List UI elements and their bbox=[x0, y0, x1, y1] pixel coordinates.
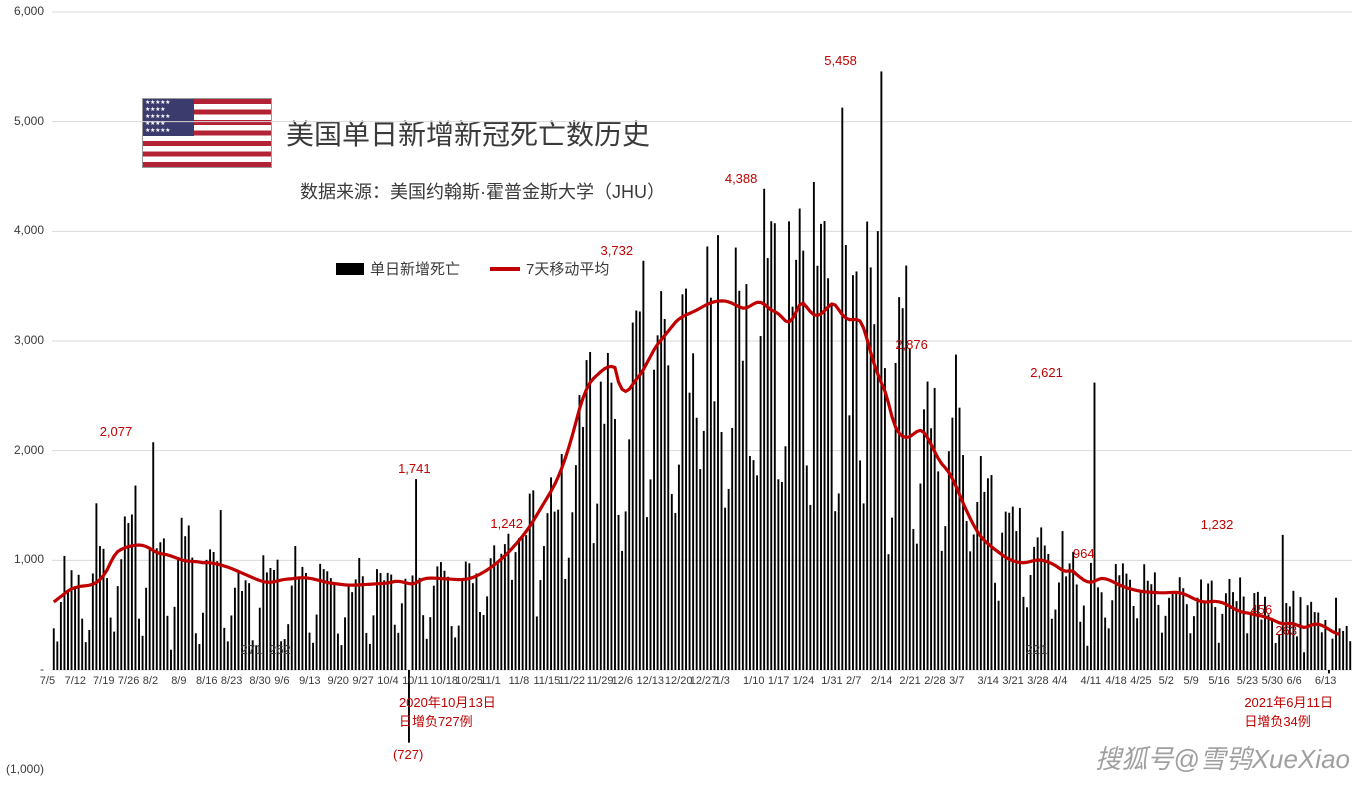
x-tick-label: 8/16 bbox=[196, 675, 217, 687]
y-tick-label: - bbox=[4, 662, 44, 676]
x-tick-label: 5/2 bbox=[1159, 675, 1174, 687]
x-tick-label: 2/7 bbox=[846, 675, 861, 687]
x-tick-label: 10/18 bbox=[430, 675, 458, 687]
x-tick-label: 12/20 bbox=[665, 675, 693, 687]
x-tick-label: 9/27 bbox=[352, 675, 373, 687]
peak-label: 964 bbox=[1073, 546, 1095, 561]
y-tick-label: 6,000 bbox=[4, 4, 44, 18]
x-tick-label: 8/2 bbox=[143, 675, 158, 687]
x-tick-label: 4/25 bbox=[1130, 675, 1151, 687]
y-tick-label: 1,000 bbox=[4, 552, 44, 566]
note-label: 2021年6月11日 日增负34例 bbox=[1244, 692, 1333, 730]
x-tick-label: 10/11 bbox=[402, 675, 429, 687]
peak-label: 2,621 bbox=[1030, 365, 1063, 380]
peak-label: 2,077 bbox=[100, 424, 133, 439]
x-tick-label: 3/14 bbox=[977, 675, 998, 687]
x-tick-label: 9/13 bbox=[299, 675, 320, 687]
x-tick-label: 2/14 bbox=[871, 675, 892, 687]
x-tick-label: 3/28 bbox=[1027, 675, 1048, 687]
x-tick-label: 11/29 bbox=[587, 675, 614, 687]
chart-svg bbox=[0, 0, 1366, 786]
x-tick-label: 11/22 bbox=[558, 675, 585, 687]
x-tick-label: 8/9 bbox=[171, 675, 186, 687]
x-tick-label: 4/11 bbox=[1080, 675, 1101, 687]
x-tick-label: 4/4 bbox=[1052, 675, 1067, 687]
peak-label: 2,876 bbox=[895, 337, 928, 352]
x-tick-label: 3/21 bbox=[1002, 675, 1023, 687]
x-tick-label: 11/15 bbox=[533, 675, 560, 687]
peak-label: 1,242 bbox=[490, 516, 523, 531]
x-tick-label: 2/28 bbox=[924, 675, 945, 687]
x-tick-label: 2/21 bbox=[899, 675, 920, 687]
chart-container: 美国单日新增新冠死亡数历史 数据来源：美国约翰斯·霍普金斯大学（JHU） 单日新… bbox=[0, 0, 1366, 786]
x-tick-label: 12/13 bbox=[636, 675, 664, 687]
x-tick-label: 4/18 bbox=[1105, 675, 1126, 687]
x-tick-label: 8/30 bbox=[249, 675, 270, 687]
y-tick-label: 4,000 bbox=[4, 223, 44, 237]
y-tick-label: 5,000 bbox=[4, 114, 44, 128]
below-label: 221 bbox=[1026, 642, 1048, 657]
x-tick-label: 5/30 bbox=[1262, 675, 1283, 687]
x-tick-label: 5/23 bbox=[1237, 675, 1258, 687]
x-tick-label: 1/24 bbox=[793, 675, 814, 687]
peak-label: 263 bbox=[1275, 623, 1297, 638]
x-tick-label: 1/31 bbox=[821, 675, 842, 687]
x-tick-label: 7/19 bbox=[93, 675, 114, 687]
below-label: 271 bbox=[241, 642, 263, 657]
y-tick-label: (1,000) bbox=[4, 762, 44, 776]
x-tick-label: 6/13 bbox=[1315, 675, 1336, 687]
x-tick-label: 5/9 bbox=[1183, 675, 1198, 687]
x-tick-label: 5/16 bbox=[1208, 675, 1229, 687]
note-label: 2020年10月13日 日增负727例 bbox=[399, 692, 496, 730]
peak-label: 1,232 bbox=[1201, 517, 1234, 532]
below-label: 262 bbox=[269, 642, 291, 657]
x-tick-label: 7/5 bbox=[40, 675, 55, 687]
x-tick-label: 12/6 bbox=[612, 675, 633, 687]
x-tick-label: 1/17 bbox=[768, 675, 789, 687]
y-tick-label: 2,000 bbox=[4, 443, 44, 457]
watermark: 搜狐号@雪鸮XueXiao bbox=[1095, 739, 1350, 776]
x-tick-label: 8/23 bbox=[221, 675, 242, 687]
peak-label: 456 bbox=[1251, 602, 1273, 617]
y-tick-label: 3,000 bbox=[4, 333, 44, 347]
x-tick-label: 3/7 bbox=[949, 675, 964, 687]
x-tick-label: 7/26 bbox=[118, 675, 139, 687]
peak-label: 5,458 bbox=[824, 53, 857, 68]
x-tick-label: 9/6 bbox=[274, 675, 289, 687]
x-tick-label: 11/8 bbox=[509, 675, 530, 687]
peak-label: 3,732 bbox=[601, 243, 634, 258]
x-tick-label: 12/27 bbox=[690, 675, 718, 687]
x-tick-label: 9/20 bbox=[327, 675, 348, 687]
peak-label: 1,741 bbox=[398, 461, 431, 476]
x-tick-label: 10/4 bbox=[377, 675, 398, 687]
x-tick-label: 7/12 bbox=[65, 675, 86, 687]
x-tick-label: 1/10 bbox=[743, 675, 764, 687]
neg-label: (727) bbox=[393, 747, 423, 762]
x-tick-label: 10/25 bbox=[455, 675, 483, 687]
x-tick-label: 1/3 bbox=[715, 675, 730, 687]
peak-label: 4,388 bbox=[725, 171, 758, 186]
x-tick-label: 11/1 bbox=[480, 675, 501, 687]
x-tick-label: 6/6 bbox=[1286, 675, 1301, 687]
